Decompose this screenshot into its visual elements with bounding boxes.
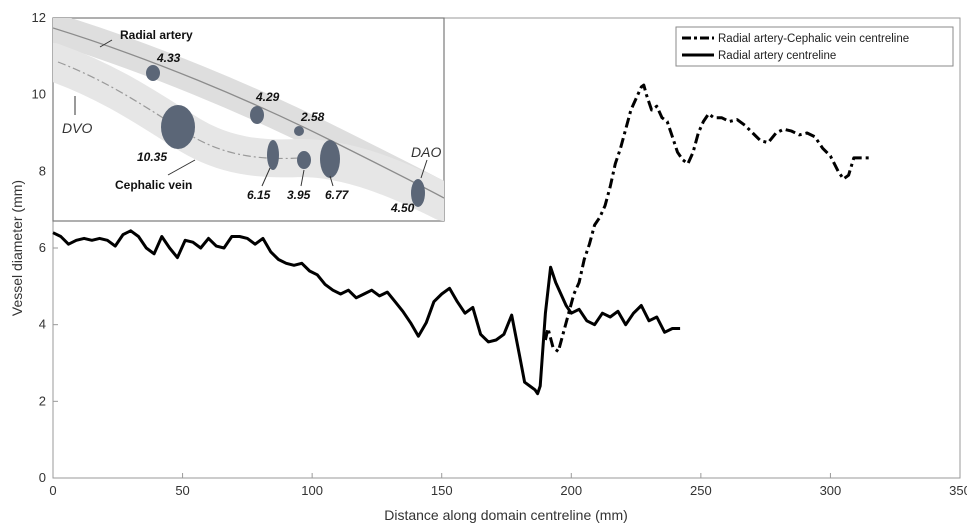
axis-ticks-layer: 0 50 100 150 200 250 300 350 0 2 4 6 8 10 12 — [32, 10, 967, 498]
inset-label-cephalic-vein: Cephalic vein — [115, 178, 192, 192]
series-line-radial-cephalic — [543, 83, 870, 353]
inset-marker-3-95 — [297, 151, 311, 169]
x-tick-label-0: 0 — [49, 483, 56, 498]
inset-vessel-illustration: Radial artery Cephalic vein DVO DAO 4.33… — [52, 17, 445, 222]
inset-marker-6-77 — [320, 140, 340, 178]
inset-diameter-6-15: 6.15 — [247, 188, 271, 202]
x-tick-label-7: 350 — [949, 483, 967, 498]
inset-leader-cephalic-vein — [167, 159, 196, 176]
inset-leader-dao — [420, 159, 428, 179]
inset-leader-3-95 — [300, 169, 305, 187]
inset-radial-artery-centreline — [53, 27, 444, 199]
x-axis-title: Distance along domain centreline (mm) — [384, 507, 628, 523]
x-tick-label-2: 100 — [301, 483, 323, 498]
inset-label-dvo: DVO — [62, 120, 92, 136]
inset-marker-4-50 — [411, 179, 425, 207]
y-tick-label-3: 6 — [39, 240, 46, 255]
inset-leader-radial-artery — [99, 39, 113, 48]
y-tick-label-0: 0 — [39, 470, 46, 485]
inset-marker-2-58 — [294, 126, 304, 136]
inset-label-dao: DAO — [411, 144, 441, 160]
inset-diameter-10-35: 10.35 — [137, 150, 167, 164]
inset-label-radial-artery: Radial artery — [120, 28, 193, 42]
inset-marker-4-33 — [146, 65, 160, 81]
inset-diameter-6-77: 6.77 — [325, 188, 350, 202]
inset-marker-6-15 — [267, 140, 279, 170]
inset-marker-10-35 — [161, 105, 195, 149]
legend-label-radial-cephalic: Radial artery-Cephalic vein centreline — [718, 33, 909, 45]
x-tick-label-3: 150 — [431, 483, 453, 498]
y-axis-title: Vessel diameter (mm) — [9, 180, 25, 316]
y-tick-label-2: 4 — [39, 317, 46, 332]
inset-diameter-3-95: 3.95 — [287, 188, 311, 202]
legend: Radial artery-Cephalic vein centreline R… — [675, 26, 954, 67]
legend-label-radial-artery: Radial artery centreline — [718, 50, 836, 62]
y-tick-label-6: 12 — [32, 10, 46, 25]
inset-leader-6-15 — [261, 167, 271, 187]
y-tick-label-4: 8 — [39, 163, 46, 178]
inset-diameter-2-58: 2.58 — [300, 110, 325, 124]
inset-leader-6-77 — [329, 175, 334, 187]
legend-box — [675, 26, 954, 67]
inset-diameter-4-29: 4.29 — [255, 90, 280, 104]
x-tick-label-1: 50 — [175, 483, 189, 498]
inset-marker-4-29 — [250, 106, 264, 124]
x-tick-label-6: 300 — [820, 483, 842, 498]
x-tick-label-4: 200 — [560, 483, 582, 498]
inset-diameter-4-50: 4.50 — [390, 201, 415, 215]
y-tick-label-5: 10 — [32, 87, 46, 102]
inset-diameter-4-33: 4.33 — [156, 51, 181, 65]
series-layer — [52, 83, 870, 396]
x-tick-label-5: 250 — [690, 483, 712, 498]
y-tick-label-1: 2 — [39, 393, 46, 408]
